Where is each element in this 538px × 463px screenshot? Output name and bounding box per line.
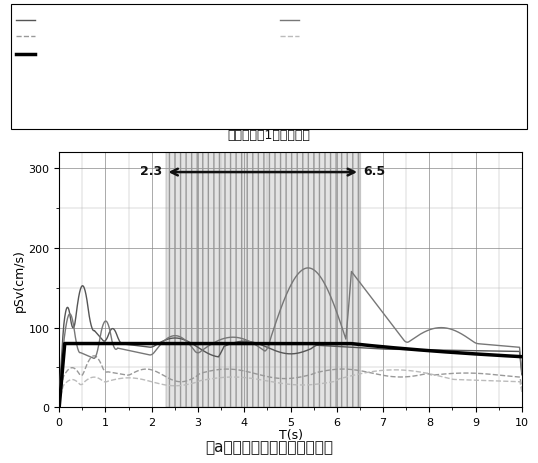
Bar: [166, 153, 360, 407]
Text: 6.5: 6.5: [364, 165, 386, 178]
Text: 新潟(Okyo Area) 平均: 新潟(Okyo Area) 平均: [38, 16, 116, 25]
Text: （a）抗震设计水平２的平均波: （a）抗震设计水平２的平均波: [205, 439, 333, 454]
Text: 告示スペクトル(極めて稀に発生する地震動): 告示スペクトル(極めて稀に発生する地震動): [38, 50, 147, 59]
X-axis label: T(s): T(s): [279, 428, 302, 442]
Y-axis label: pSv(cm/s): pSv(cm/s): [12, 249, 26, 312]
Text: 涌歌(Nagoya Area) 平均: 涌歌(Nagoya Area) 平均: [38, 32, 127, 42]
Text: 対象建物の1次固有周期: 対象建物の1次固有周期: [228, 128, 310, 141]
Bar: [166, 153, 360, 407]
Text: 福北(Haoka Area) 平均: 福北(Haoka Area) 平均: [301, 32, 385, 42]
Text: 2.3: 2.3: [140, 165, 162, 178]
Text: 枕石(Osaka Area) 平均: 枕石(Osaka Area) 平均: [301, 16, 384, 25]
